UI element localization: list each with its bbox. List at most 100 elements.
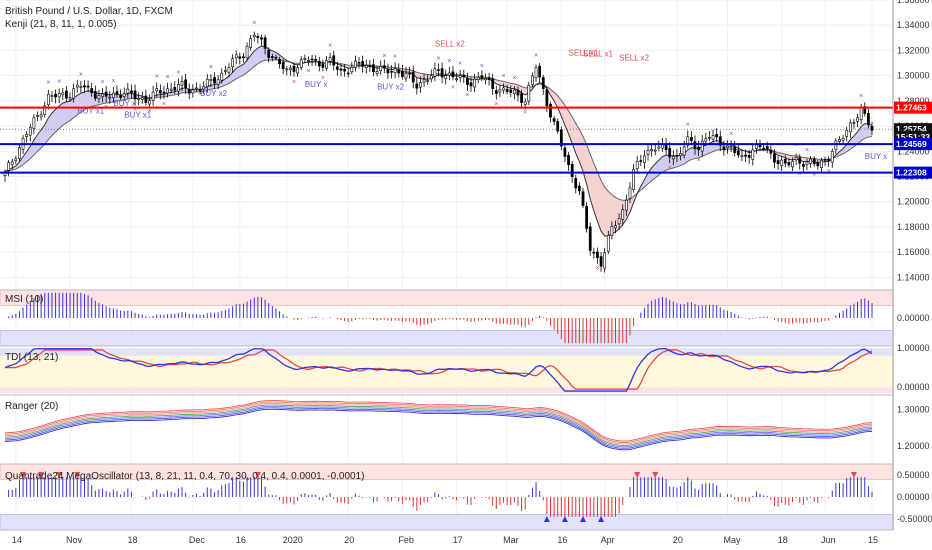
- candle-body: [205, 78, 209, 87]
- kenji-band-segment: [727, 143, 732, 150]
- mega-sell-marker: [38, 472, 45, 478]
- sell-star-marker: ×: [668, 165, 672, 172]
- buy-star-marker: ×: [794, 142, 798, 149]
- kenji-band-segment: [687, 147, 692, 162]
- kenji-band-segment: [239, 64, 244, 77]
- study-title: Kenji (21, 8, 11, 1, 0.005): [5, 19, 117, 30]
- kenji-band-segment: [676, 155, 681, 167]
- price-line-tag: [894, 166, 932, 179]
- candle-body: [111, 92, 115, 98]
- candle-body: [527, 84, 531, 102]
- mega-sell-marker: [254, 472, 261, 478]
- candle-body: [740, 155, 744, 157]
- candle-body: [155, 88, 159, 92]
- candle-body: [151, 91, 155, 101]
- mega-tick-label: -0.50000: [897, 514, 932, 524]
- kenji-band-segment: [604, 186, 609, 236]
- candle-body: [285, 68, 289, 71]
- candle-body: [195, 87, 198, 90]
- candle-body: [679, 153, 682, 156]
- candle-body: [671, 156, 675, 160]
- buy-star-marker: ×: [328, 42, 332, 49]
- candle-body: [838, 138, 841, 142]
- price-line-tag: [894, 123, 932, 136]
- ranger-band-line: [4, 404, 873, 446]
- mega-oscillator-panel: [0, 463, 894, 531]
- buy-star-marker: ×: [382, 53, 386, 60]
- kenji-band-segment: [420, 73, 425, 79]
- mega-sell-marker: [634, 472, 641, 478]
- price-tick-label: 1.16000: [897, 247, 930, 257]
- msi-upper-band: [0, 289, 894, 306]
- ranger-tick-label: 1.30000: [897, 405, 930, 415]
- mega-sell-marker: [850, 472, 857, 478]
- buy-star-marker: ×: [437, 55, 441, 62]
- candle-body: [668, 147, 672, 158]
- candle-body: [90, 88, 94, 94]
- candle-body: [718, 136, 722, 146]
- kenji-band-segment: [644, 173, 649, 188]
- candle-body: [596, 251, 599, 258]
- mega-title: Quantrade24 MegaOscillator (13, 8, 21, 1…: [5, 471, 365, 482]
- candle-body: [158, 90, 162, 94]
- candle-body: [657, 146, 661, 149]
- price-line-tag: [894, 101, 932, 114]
- kenji-band-segment: [127, 93, 132, 100]
- buy-star-marker: ×: [686, 122, 690, 129]
- kenji-band-segment: [499, 80, 504, 86]
- candle-body: [509, 89, 513, 93]
- candle-body: [429, 75, 433, 80]
- buy-star-marker: ×: [805, 147, 809, 154]
- kenji-band-segment: [521, 86, 526, 95]
- candle-body: [765, 146, 769, 150]
- sell-star-marker: ×: [292, 79, 296, 86]
- ranger-band-line: [4, 403, 873, 445]
- candle-body: [122, 93, 126, 97]
- candle-body: [57, 93, 61, 98]
- candle-body: [531, 75, 534, 85]
- candle-body: [650, 149, 654, 152]
- candle-body: [697, 146, 700, 150]
- candle-body: [263, 37, 267, 49]
- ranger-band-line: [4, 405, 873, 448]
- candle-body: [140, 97, 144, 100]
- mega-sell-marker: [20, 472, 27, 478]
- candle-body: [50, 95, 54, 97]
- candle-body: [375, 71, 379, 74]
- candle-body: [61, 92, 65, 96]
- candle-body: [339, 68, 343, 71]
- candle-body: [46, 94, 50, 105]
- kenji-band-segment: [37, 130, 42, 152]
- price-tick-label: 1.36000: [897, 0, 930, 5]
- kenji-band-segment: [554, 92, 558, 108]
- candle-body: [317, 60, 321, 67]
- kenji-band-segment: [788, 155, 793, 160]
- candle-body: [848, 122, 852, 133]
- kenji-band-segment: [23, 151, 27, 165]
- mega-tick-label: 0.50000: [897, 470, 930, 480]
- mega-buy-marker: [580, 516, 586, 522]
- candle-body: [10, 161, 14, 165]
- candle-body: [473, 78, 477, 88]
- kenji-band-segment: [77, 93, 81, 115]
- candle-body: [534, 67, 538, 78]
- candle-body: [574, 177, 578, 189]
- candle-body: [245, 45, 249, 59]
- candle-body: [812, 158, 816, 165]
- buy-star-marker: ×: [480, 63, 484, 70]
- candle-body: [397, 69, 401, 74]
- candle-body: [364, 65, 368, 68]
- candle-body: [549, 103, 552, 118]
- candle-body: [469, 82, 473, 87]
- candle-body: [242, 56, 245, 59]
- candle-body: [101, 93, 104, 98]
- kenji-band-segment: [70, 98, 74, 121]
- buy-star-marker: ×: [458, 60, 462, 67]
- price-line-tag-label: 1.22308: [896, 168, 927, 178]
- candle-body: [733, 146, 737, 153]
- time-axis[interactable]: 14 Nov 18 Dec 16 2020 20 Feb 17 Mar 16 Apr 20 May 18 Ju…: [12, 535, 878, 545]
- candle-body: [303, 58, 307, 60]
- time-tick-label: Jun: [821, 535, 836, 545]
- candle-body: [382, 65, 386, 69]
